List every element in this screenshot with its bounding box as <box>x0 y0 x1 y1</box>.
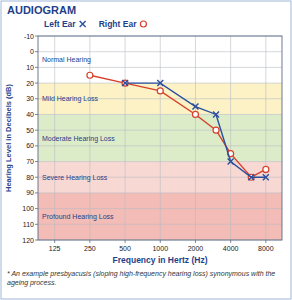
grid-line-x <box>195 36 196 240</box>
tick-label-y: -10 <box>24 33 34 40</box>
tick-label-y: 0 <box>30 48 34 55</box>
legend-label: Right Ear <box>99 19 137 29</box>
tick-label-y: 60 <box>26 142 34 149</box>
grid-line-x <box>160 36 161 240</box>
data-point <box>213 127 219 133</box>
tick-label-x: 4000 <box>223 245 239 252</box>
data-point <box>213 111 219 117</box>
tick-label-y: 90 <box>26 189 34 196</box>
data-point <box>157 80 163 86</box>
data-point <box>87 72 93 78</box>
grid-line-x <box>230 36 231 240</box>
tick-x <box>125 240 126 243</box>
tick-y <box>35 36 38 37</box>
bands <box>38 36 282 240</box>
band-label: Severe Hearing Loss <box>42 174 108 182</box>
plot-frame <box>38 36 282 240</box>
tick-x <box>89 240 90 243</box>
tick-y <box>35 98 38 99</box>
tick-y <box>35 67 38 68</box>
tick-y <box>35 51 38 52</box>
tick-y <box>35 114 38 115</box>
data-point <box>263 166 269 172</box>
tick-label-x: 8000 <box>258 245 274 252</box>
tick-label-y: 20 <box>26 80 34 87</box>
tick-label-y: 100 <box>22 205 34 212</box>
chart-frame <box>1 1 291 299</box>
tick-y <box>35 161 38 162</box>
tick-label-x: 2000 <box>188 245 204 252</box>
band-label: Mild Hearing Loss <box>42 95 99 103</box>
footnote: * An example presbyacusis (sloping high-… <box>7 270 275 287</box>
data-group <box>87 72 269 180</box>
data-point <box>248 174 254 180</box>
legend-marker <box>140 21 146 27</box>
tick-y <box>35 208 38 209</box>
tick-y <box>35 240 38 241</box>
series-line <box>90 75 266 177</box>
tick-x <box>195 240 196 243</box>
x-axis-title: Frequency in Hertz (Hz) <box>113 255 208 265</box>
tick-label-x: 1000 <box>152 245 168 252</box>
series-line <box>125 83 266 177</box>
tick-label-x: 500 <box>119 245 131 252</box>
tick-label-y: 80 <box>26 174 34 181</box>
band-label: Moderate Hearing Loss <box>42 135 115 143</box>
audiogram-chart: AUDIOGRAM Left Ear Right Ear Normal Hearing… <box>0 0 292 300</box>
tick-label-y: 10 <box>26 64 34 71</box>
data-point <box>228 159 234 165</box>
footnote-line: ageing process. <box>7 279 56 287</box>
chart-title: AUDIOGRAM <box>7 4 76 16</box>
tick-x <box>230 240 231 243</box>
data-point <box>122 80 128 86</box>
tick-x <box>265 240 266 243</box>
tick-label-y: 120 <box>22 237 34 244</box>
grid-line-x <box>265 36 266 240</box>
footnote-line: * An example presbyacusis (sloping high-… <box>7 270 275 278</box>
tick-y <box>35 224 38 225</box>
tick-label-y: 110 <box>23 221 34 228</box>
tick-label-y: 70 <box>26 158 34 165</box>
data-point <box>263 174 269 180</box>
data-point <box>157 88 163 94</box>
tick-y <box>35 192 38 193</box>
tick-x <box>160 240 161 243</box>
legend-marker <box>80 21 86 27</box>
tick-label-y: 50 <box>26 127 34 134</box>
tick-label-x: 250 <box>84 245 96 252</box>
tick-label-y: 40 <box>26 111 34 118</box>
data-point <box>192 104 198 110</box>
tick-y <box>35 145 38 146</box>
legend-label: Left Ear <box>44 19 76 29</box>
tick-label-y: 30 <box>26 95 34 102</box>
grid-line-x <box>125 36 126 240</box>
tick-y <box>35 177 38 178</box>
band-label: Normal Hearing <box>42 56 91 64</box>
data-point <box>192 111 198 117</box>
grid <box>38 36 282 240</box>
tick-label-x: 125 <box>49 245 61 252</box>
band-label: Profound Hearing Loss <box>42 213 114 221</box>
tick-y <box>35 83 38 84</box>
y-axis-title: Hearing Level in Decibels (dB) <box>4 84 13 192</box>
tick-y <box>35 130 38 131</box>
tick-x <box>54 240 55 243</box>
